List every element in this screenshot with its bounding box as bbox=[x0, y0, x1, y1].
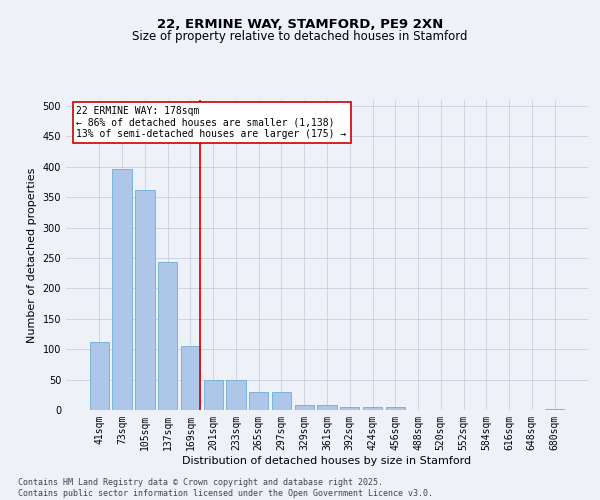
Bar bbox=[158, 262, 178, 410]
Bar bbox=[295, 405, 314, 410]
Bar bbox=[226, 380, 245, 410]
Bar bbox=[112, 168, 132, 410]
Bar bbox=[135, 190, 155, 410]
Bar bbox=[363, 407, 382, 410]
X-axis label: Distribution of detached houses by size in Stamford: Distribution of detached houses by size … bbox=[182, 456, 472, 466]
Bar bbox=[317, 405, 337, 410]
Bar bbox=[181, 346, 200, 410]
Bar bbox=[386, 407, 405, 410]
Text: Contains HM Land Registry data © Crown copyright and database right 2025.
Contai: Contains HM Land Registry data © Crown c… bbox=[18, 478, 433, 498]
Text: Size of property relative to detached houses in Stamford: Size of property relative to detached ho… bbox=[132, 30, 468, 43]
Bar bbox=[203, 380, 223, 410]
Bar bbox=[272, 392, 291, 410]
Bar bbox=[249, 392, 268, 410]
Text: 22, ERMINE WAY, STAMFORD, PE9 2XN: 22, ERMINE WAY, STAMFORD, PE9 2XN bbox=[157, 18, 443, 30]
Text: 22 ERMINE WAY: 178sqm
← 86% of detached houses are smaller (1,138)
13% of semi-d: 22 ERMINE WAY: 178sqm ← 86% of detached … bbox=[76, 106, 347, 140]
Bar bbox=[340, 407, 359, 410]
Bar bbox=[90, 342, 109, 410]
Y-axis label: Number of detached properties: Number of detached properties bbox=[27, 168, 37, 342]
